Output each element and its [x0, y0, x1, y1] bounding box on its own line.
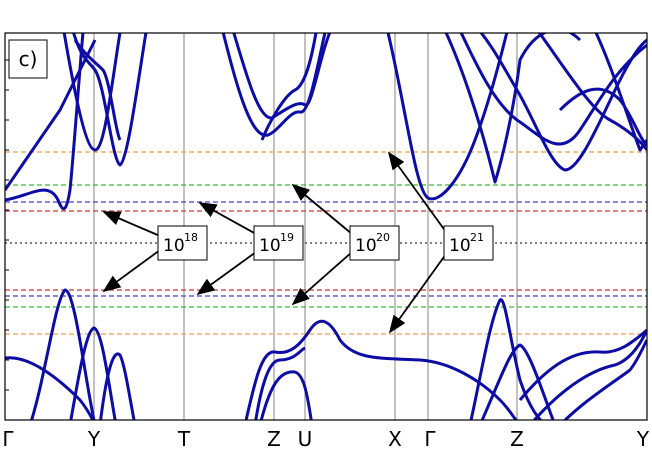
bands: [5, 33, 647, 420]
plot-frame: [4, 32, 648, 421]
annotation-base: 10: [449, 236, 471, 256]
annotation-box: [443, 225, 494, 261]
band: [232, 33, 332, 120]
annotation: 10 18: [157, 225, 208, 261]
k-point-label: Γ: [424, 427, 436, 451]
band: [254, 346, 306, 420]
k-point-label: Y: [636, 427, 650, 451]
annotations: 10 18 10 19 10 20 10 21: [157, 225, 494, 261]
panel-label-box: [8, 39, 48, 79]
k-point-label: Z: [267, 427, 281, 451]
annotation-base: 10: [163, 236, 185, 256]
arrows: [102, 151, 447, 334]
k-point-label: X: [388, 427, 402, 451]
k-point-label: U: [298, 427, 313, 451]
annotation-base: 10: [259, 236, 281, 256]
annotation: 10 20: [349, 225, 400, 261]
band: [558, 87, 647, 147]
band: [73, 39, 122, 141]
band: [537, 33, 647, 151]
panel-label: c): [19, 47, 38, 71]
band: [5, 39, 97, 191]
annotation-exponent: 19: [280, 231, 294, 244]
band: [5, 33, 85, 210]
k-point-label: T: [177, 427, 191, 451]
annotation-exponent: 20: [376, 231, 390, 244]
band: [69, 326, 117, 420]
annotation-box: [157, 225, 208, 261]
annotation-base: 10: [355, 236, 377, 256]
band: [518, 328, 647, 401]
band: [259, 370, 313, 420]
annotation-exponent: 18: [184, 231, 198, 244]
band: [444, 33, 582, 184]
band: [72, 33, 148, 167]
fermi-levels: [5, 151, 647, 335]
band: [469, 298, 543, 420]
band: [563, 339, 647, 420]
band: [532, 329, 647, 420]
band: [459, 33, 647, 146]
band: [479, 33, 647, 172]
k-point-label: Z: [510, 427, 524, 451]
band: [244, 319, 518, 420]
y-minor-ticks: [5, 59, 9, 391]
k-point-label: Γ: [2, 427, 14, 451]
band: [386, 33, 509, 201]
band: [99, 352, 136, 420]
band: [594, 33, 647, 152]
k-point-label: Y: [87, 427, 101, 451]
band: [5, 356, 95, 420]
band: [480, 343, 555, 420]
band: [62, 33, 122, 152]
annotation: 10 21: [443, 225, 494, 261]
annotation-exponent: 21: [470, 231, 484, 244]
annotation-box: [349, 225, 400, 261]
annotation-box: [253, 225, 304, 261]
annotation: 10 19: [253, 225, 304, 261]
band: [260, 33, 318, 141]
band: [29, 288, 96, 420]
